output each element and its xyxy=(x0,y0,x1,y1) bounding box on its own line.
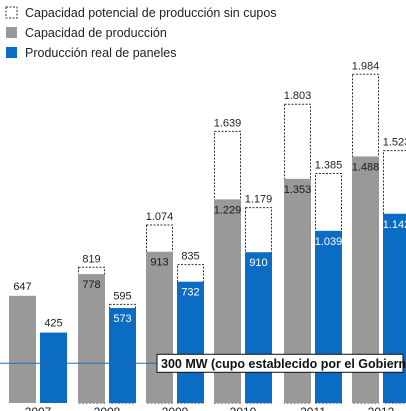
bar-real-2009 xyxy=(177,281,204,403)
bar-real-2010 xyxy=(245,252,272,403)
legend-label-real-production: Producción real de paneles xyxy=(25,46,177,60)
label-capacity-2007: 647 xyxy=(13,281,31,293)
reference-line-group: 300 MW (cupo establecido por el Gobierno… xyxy=(0,353,406,373)
label-real-2007: 425 xyxy=(44,318,62,330)
x-tick-2011: 2011 xyxy=(300,405,326,411)
label-real-2010: 910 xyxy=(249,257,267,269)
label-potential-2011: 1.803 xyxy=(284,90,312,102)
label-potential-2009: 1.074 xyxy=(146,211,174,223)
bar-real-2008 xyxy=(109,308,136,403)
label-capacity-2010: 1.229 xyxy=(214,204,242,216)
label-capacity-2008: 778 xyxy=(82,279,100,291)
x-axis-ticks: 2007 2008 2009 2010 2011 2012 xyxy=(25,405,395,411)
bar-capacity-2007 xyxy=(9,295,36,403)
label-real-2008: 573 xyxy=(113,313,131,325)
legend-label-capacity: Capacidad de producción xyxy=(25,26,167,40)
legend-swatch-capacity xyxy=(6,27,17,38)
bar-real-2007 xyxy=(40,332,67,403)
label-capacity-2011: 1.353 xyxy=(284,184,312,196)
bars-group: 647 425 819 778 595 573 1.074 913 835 732 1.639 1.2… xyxy=(9,60,406,404)
label-potential-real-2008: 595 xyxy=(113,290,131,302)
x-tick-2009: 2009 xyxy=(162,405,189,411)
label-potential-2008: 819 xyxy=(82,253,100,265)
reference-label-box xyxy=(156,353,404,373)
bar-capacity-2009 xyxy=(146,251,173,403)
legend-swatch-real-production xyxy=(6,47,17,58)
x-tick-2010: 2010 xyxy=(230,405,257,411)
bar-capacity-2008 xyxy=(78,274,105,403)
bar-real-2011 xyxy=(315,230,342,403)
label-real-2011: 1.039 xyxy=(315,236,343,248)
label-capacity-2009: 913 xyxy=(150,257,168,269)
label-potential-real-2009: 835 xyxy=(181,251,199,263)
reference-label: 300 MW (cupo establecido por el Gobierno… xyxy=(161,357,406,371)
label-potential-2012: 1.984 xyxy=(352,60,380,72)
bar-real-2012 xyxy=(383,213,406,403)
label-real-2009: 732 xyxy=(181,287,199,299)
label-capacity-2012: 1.488 xyxy=(352,161,380,173)
label-potential-real-2011: 1.385 xyxy=(315,160,343,172)
legend-swatch-potential xyxy=(5,6,18,19)
x-tick-2007: 2007 xyxy=(25,405,52,411)
legend-label-potential: Capacidad potencial de producción sin cu… xyxy=(25,6,277,20)
label-potential-2010: 1.639 xyxy=(214,117,242,129)
label-potential-real-2010: 1.179 xyxy=(245,194,273,206)
chart-legend: Capacidad potencial de producción sin cu… xyxy=(5,6,277,60)
label-real-2012: 1.142 xyxy=(383,219,406,231)
x-tick-2012: 2012 xyxy=(368,405,395,411)
x-tick-2008: 2008 xyxy=(94,405,121,411)
label-potential-real-2012: 1.523 xyxy=(383,137,406,149)
